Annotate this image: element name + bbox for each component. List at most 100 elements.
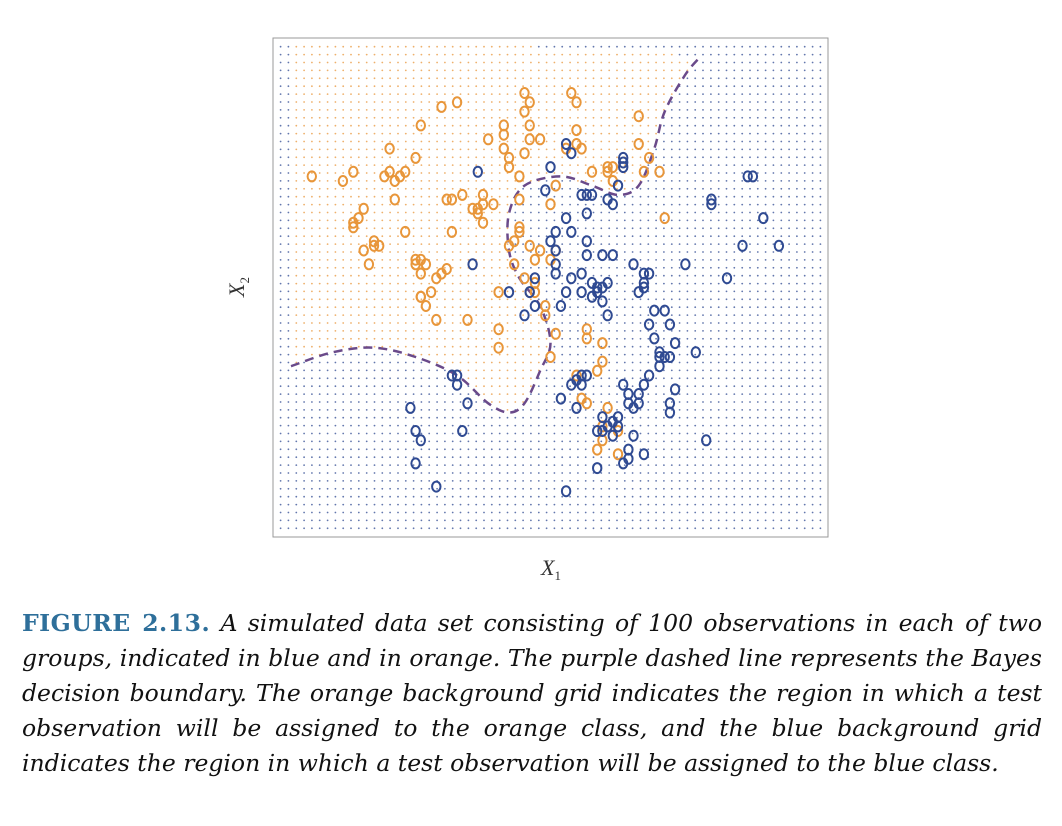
grid-dot — [287, 353, 290, 356]
grid-dot — [780, 211, 783, 214]
grid-dot — [600, 148, 603, 151]
grid-dot — [490, 377, 493, 380]
grid-dot — [279, 432, 282, 435]
grid-dot — [311, 424, 313, 427]
grid-dot — [365, 361, 368, 364]
grid-dot — [514, 464, 517, 466]
grid-dot — [350, 235, 352, 238]
grid-dot — [616, 195, 618, 198]
grid-dot — [444, 116, 446, 119]
grid-dot — [663, 45, 665, 48]
grid-dot — [780, 456, 783, 459]
grid-dot — [764, 361, 767, 364]
grid-dot — [397, 53, 399, 56]
blue-point — [597, 249, 608, 262]
grid-dot — [342, 282, 345, 285]
orange-point — [514, 193, 525, 206]
grid-dot — [631, 219, 634, 222]
grid-dot — [350, 180, 352, 182]
grid-dot — [412, 227, 415, 230]
grid-dot — [764, 456, 767, 459]
grid-dot — [342, 219, 345, 222]
orange-point — [545, 198, 556, 211]
grid-dot — [350, 148, 352, 151]
grid-dot — [764, 487, 767, 490]
grid-dot — [600, 124, 603, 127]
grid-dot — [710, 235, 712, 238]
grid-dot — [647, 495, 650, 498]
orange-point — [400, 165, 411, 178]
grid-dot — [381, 345, 384, 348]
grid-dot — [467, 290, 470, 293]
grid-dot — [741, 448, 744, 451]
grid-dot — [365, 314, 368, 316]
grid-dot — [318, 53, 321, 56]
grid-dot — [647, 116, 650, 119]
grid-dot — [553, 322, 556, 324]
grid-dot — [459, 282, 462, 285]
grid-dot — [451, 527, 454, 530]
grid-dot — [373, 440, 376, 443]
grid-dot — [365, 187, 368, 190]
grid-dot — [577, 298, 579, 301]
grid-dot — [616, 85, 618, 88]
grid-dot — [803, 314, 806, 316]
grid-dot — [577, 140, 579, 143]
grid-dot — [334, 511, 337, 514]
grid-dot — [545, 401, 548, 403]
grid-dot — [819, 290, 822, 293]
grid-dot — [326, 330, 329, 332]
grid-dot — [537, 385, 540, 388]
grid-dot — [530, 369, 532, 372]
grid-dot — [287, 519, 290, 522]
grid-dot — [702, 448, 704, 451]
grid-dot — [663, 156, 665, 159]
grid-dot — [303, 132, 305, 135]
grid-dot — [475, 195, 478, 198]
grid-dot — [490, 266, 493, 269]
grid-dot — [459, 85, 462, 88]
grid-dot — [451, 432, 454, 435]
grid-dot — [647, 132, 650, 135]
orange-point — [348, 165, 359, 178]
grid-dot — [334, 109, 337, 111]
grid-dot — [584, 227, 587, 230]
grid-dot — [725, 259, 728, 261]
grid-dot — [279, 527, 282, 530]
grid-dot — [365, 227, 368, 230]
grid-dot — [639, 322, 642, 324]
grid-dot — [764, 172, 767, 174]
grid-dot — [725, 290, 728, 293]
grid-dot — [537, 203, 540, 206]
grid-dot — [686, 53, 689, 56]
grid-dot — [764, 124, 767, 127]
grid-dot — [647, 156, 650, 159]
grid-dot — [811, 464, 814, 466]
grid-dot — [811, 361, 814, 364]
grid-dot — [694, 77, 697, 80]
grid-dot — [318, 337, 321, 340]
grid-dot — [725, 424, 728, 427]
grid-dot — [756, 109, 759, 111]
grid-dot — [569, 172, 571, 174]
grid-dot — [600, 140, 603, 143]
grid-dot — [522, 266, 524, 269]
grid-dot — [584, 243, 587, 246]
grid-dot — [639, 45, 642, 48]
grid-dot — [412, 456, 415, 459]
grid-dot — [350, 480, 352, 482]
grid-dot — [537, 77, 540, 80]
grid-dot — [303, 480, 305, 482]
grid-dot — [545, 487, 548, 490]
grid-dot — [694, 401, 697, 403]
grid-dot — [702, 140, 704, 143]
grid-dot — [733, 282, 736, 285]
grid-dot — [569, 61, 571, 64]
grid-dot — [686, 306, 689, 309]
grid-dot — [584, 85, 587, 88]
grid-dot — [819, 337, 822, 340]
grid-dot — [451, 290, 454, 293]
grid-dot — [803, 219, 806, 222]
grid-dot — [279, 472, 282, 474]
grid-dot — [537, 440, 540, 443]
